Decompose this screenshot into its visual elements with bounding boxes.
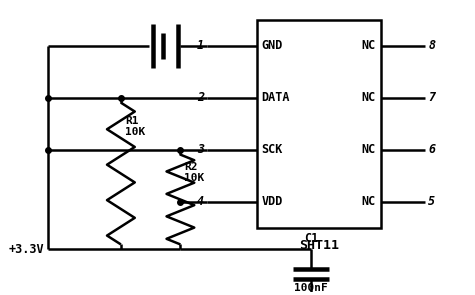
Text: 4: 4 [197,195,204,208]
Text: 10K: 10K [125,127,145,137]
Text: GND: GND [262,39,283,52]
Text: DATA: DATA [262,91,290,104]
Text: 100nF: 100nF [294,283,328,293]
Text: SHT11: SHT11 [299,240,339,253]
Text: NC: NC [361,39,376,52]
Text: 1: 1 [197,39,204,52]
Text: 2: 2 [197,91,204,104]
Text: 3: 3 [197,143,204,156]
Text: R2: R2 [184,162,198,172]
Text: VDD: VDD [262,195,283,208]
Text: C1: C1 [304,232,318,245]
Text: 8: 8 [428,39,436,52]
Text: NC: NC [361,91,376,104]
Bar [257,20,381,228]
Text: 5: 5 [428,195,436,208]
Text: 6: 6 [428,143,436,156]
Text: +3.3V: +3.3V [9,243,45,256]
Text: R1: R1 [125,116,138,126]
Text: SCK: SCK [262,143,283,156]
Text: NC: NC [361,143,376,156]
Text: NC: NC [361,195,376,208]
Text: 7: 7 [428,91,436,104]
Text: 10K: 10K [184,173,205,183]
